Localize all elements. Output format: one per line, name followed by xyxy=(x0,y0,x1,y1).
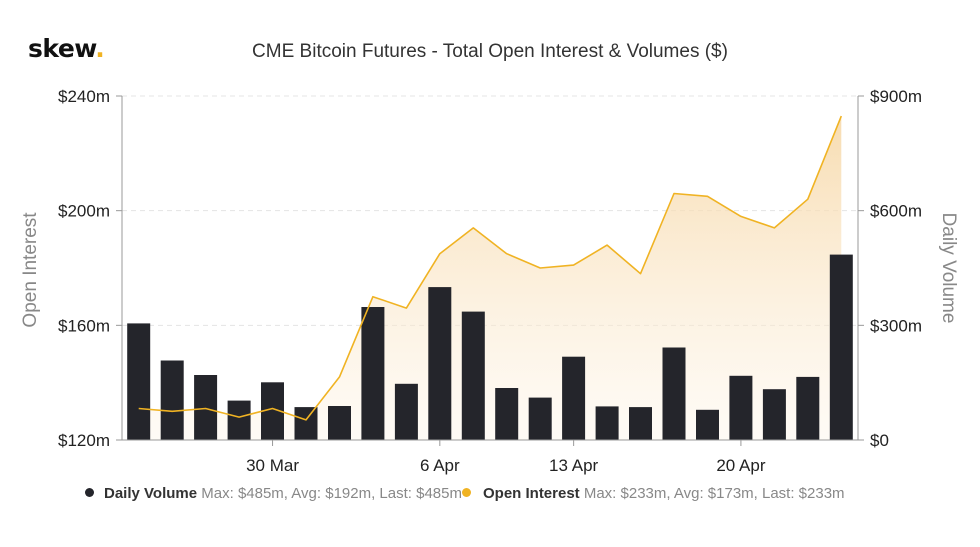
volume-bar xyxy=(595,406,619,440)
chart-title: CME Bitcoin Futures - Total Open Interes… xyxy=(252,41,728,62)
volume-bar xyxy=(729,375,753,440)
volume-bar xyxy=(127,323,151,440)
volume-bar xyxy=(528,397,552,440)
volume-bar xyxy=(461,311,485,440)
x-tick-label: 13 Apr xyxy=(549,456,598,475)
volume-bar xyxy=(328,406,351,440)
volume-bar xyxy=(829,254,853,440)
legend-stats-open-interest: Max: $233m, Avg: $173m, Last: $233m xyxy=(583,485,845,502)
volume-bar xyxy=(662,347,686,440)
legend-label-daily-volume: Daily Volume xyxy=(104,485,198,502)
volume-bar xyxy=(227,400,251,440)
skew-logo: skew. xyxy=(28,34,105,63)
volume-bar xyxy=(294,407,318,440)
volume-bar xyxy=(160,360,184,440)
right-tick-label: $300m xyxy=(870,316,922,335)
volume-bar xyxy=(361,307,385,440)
volume-bar xyxy=(629,407,652,440)
legend-item-daily-volume[interactable]: Daily Volume Max: $485m, Avg: $192m, Las… xyxy=(85,485,462,502)
open-interest-line xyxy=(138,115,843,421)
daily-volume-bars xyxy=(127,254,853,440)
left-tick-label: $160m xyxy=(58,316,110,335)
axes xyxy=(116,95,864,446)
right-tick-label: $0 xyxy=(870,431,889,450)
volume-bar xyxy=(261,382,284,440)
left-tick-label: $120m xyxy=(58,431,110,450)
volume-bar xyxy=(394,383,418,440)
volume-bar xyxy=(796,376,820,440)
volume-bar xyxy=(696,409,719,440)
legend-label-open-interest: Open Interest xyxy=(482,485,580,502)
left-tick-label: $200m xyxy=(58,202,110,221)
volume-bar xyxy=(428,287,452,440)
right-tick-label: $600m xyxy=(870,202,922,221)
x-tick-label: 6 Apr xyxy=(420,456,460,475)
legend-dot-open-interest xyxy=(461,488,471,497)
x-tick-label: 20 Apr xyxy=(716,456,765,475)
open-interest-line-layer xyxy=(138,115,843,421)
volume-bar xyxy=(495,388,519,440)
tick-labels: $120m $160m $200m $240m $0 $300m $600m $900m 30 … xyxy=(58,87,922,475)
x-tick-label: 30 Mar xyxy=(246,456,299,475)
volume-bar xyxy=(194,375,218,440)
volume-bar xyxy=(562,356,586,440)
legend-item-open-interest[interactable]: Open Interest Max: $233m, Avg: $173m, La… xyxy=(461,485,845,502)
legend: Daily Volume Max: $485m, Avg: $192m, Las… xyxy=(85,485,845,502)
legend-stats-daily-volume: Max: $485m, Avg: $192m, Last: $485m xyxy=(201,485,462,502)
right-tick-label: $900m xyxy=(870,87,922,106)
volume-bar xyxy=(762,389,786,440)
legend-dot-daily-volume xyxy=(85,488,94,497)
left-tick-label: $240m xyxy=(58,87,110,106)
